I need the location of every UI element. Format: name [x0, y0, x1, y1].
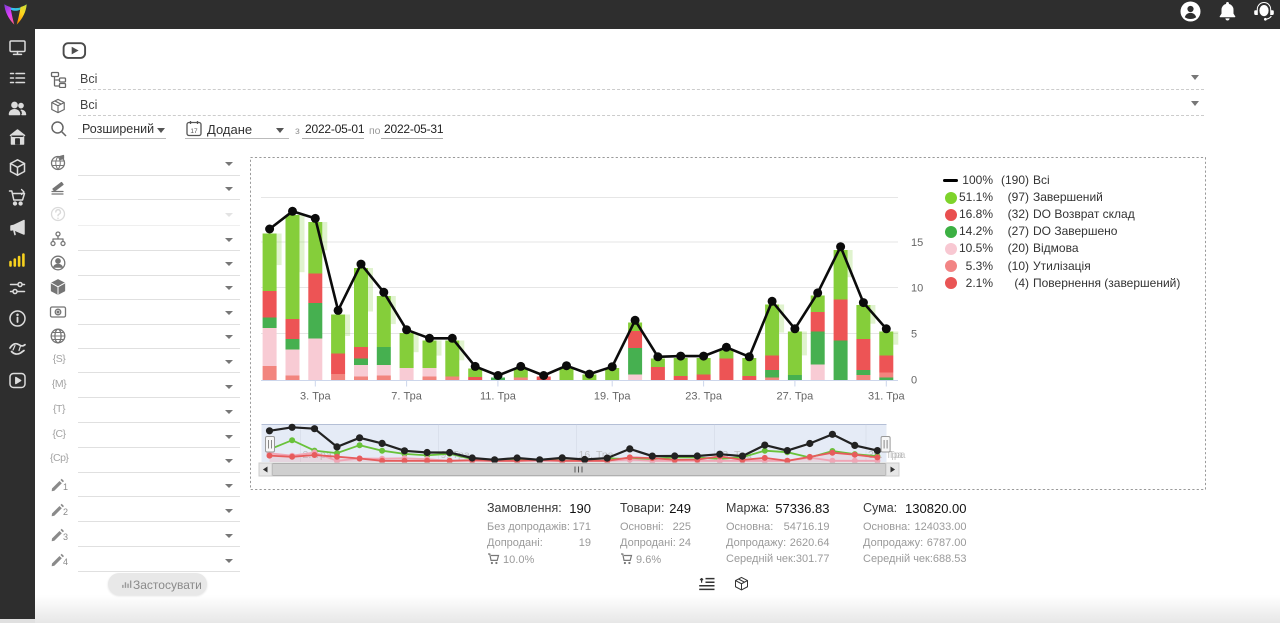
- svg-text:5: 5: [911, 329, 917, 341]
- svg-text:11. Тра: 11. Тра: [480, 391, 517, 403]
- svg-text:15: 15: [911, 237, 923, 249]
- svg-text:31. Тра: 31. Тра: [868, 391, 906, 403]
- svg-text:0: 0: [911, 375, 917, 387]
- svg-text:Тра: Тра: [888, 449, 906, 461]
- svg-text:10: 10: [911, 283, 923, 295]
- svg-text:23. Тра: 23. Тра: [685, 391, 723, 403]
- svg-text:19. Тра: 19. Тра: [594, 391, 632, 403]
- svg-text:27. Тра: 27. Тра: [777, 391, 815, 403]
- svg-text:3. Тра: 3. Тра: [300, 391, 331, 403]
- svg-text:17: 17: [190, 128, 198, 135]
- svg-text:7. Тра: 7. Тра: [391, 391, 422, 403]
